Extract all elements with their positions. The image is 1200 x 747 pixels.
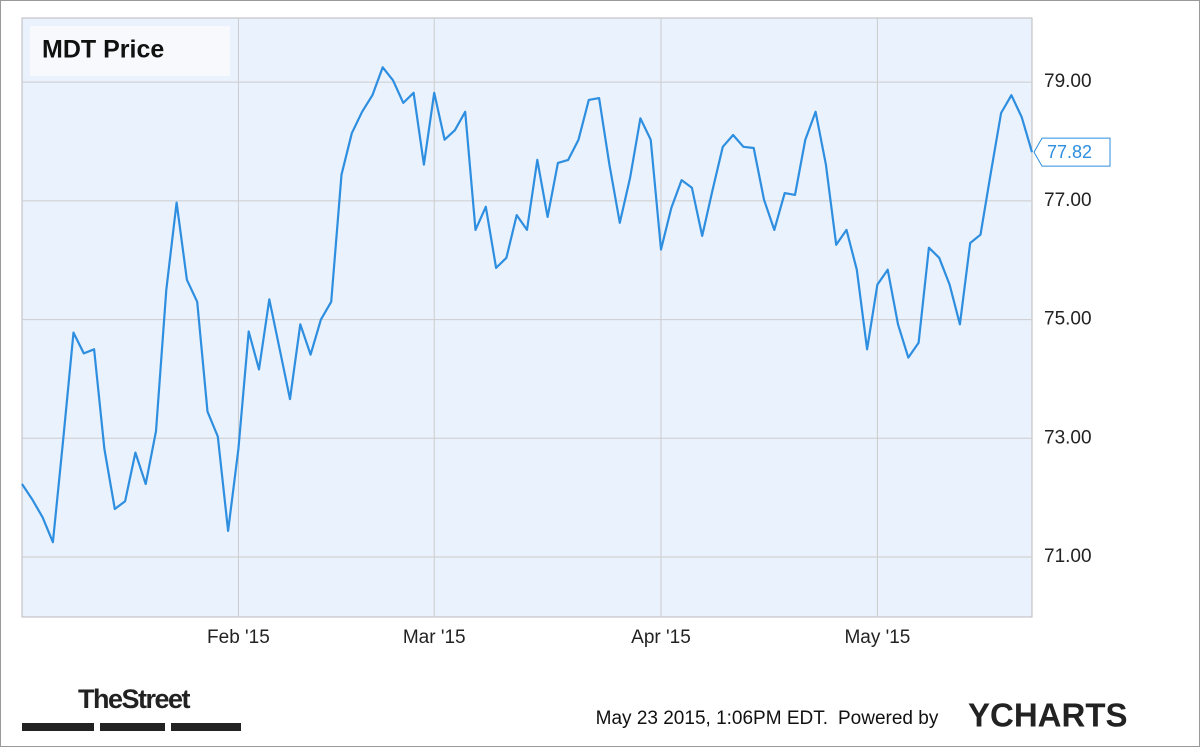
timestamp: May 23 2015, 1:06PM EDT. xyxy=(596,708,828,729)
powered-by: Powered by xyxy=(838,708,939,729)
price-line xyxy=(21,66,1034,544)
logo-bar xyxy=(22,723,94,731)
logo-bar xyxy=(100,723,165,731)
x-tick-label: May '15 xyxy=(844,627,910,648)
logo-bar xyxy=(171,723,241,731)
y-tick-label: 71.00 xyxy=(1044,546,1092,567)
grid xyxy=(22,18,1032,617)
last-value-box xyxy=(1033,137,1111,167)
y-tick-label: 79.00 xyxy=(1044,71,1092,92)
source-logo: TheStreet xyxy=(78,684,191,714)
last-value-label: 77.82 xyxy=(1047,142,1092,162)
x-tick-label: Mar '15 xyxy=(403,627,466,648)
chart-title: MDT Price xyxy=(42,36,164,64)
y-tick-label: 73.00 xyxy=(1044,427,1092,448)
x-tick-label: Feb '15 xyxy=(207,627,270,648)
brand-logo[interactable]: YCHARTS xyxy=(968,697,1128,734)
y-tick-label: 75.00 xyxy=(1044,309,1092,330)
plot-area xyxy=(21,17,1033,618)
y-tick-label: 77.00 xyxy=(1044,190,1092,211)
title-box xyxy=(30,26,230,76)
x-tick-label: Apr '15 xyxy=(631,627,691,648)
